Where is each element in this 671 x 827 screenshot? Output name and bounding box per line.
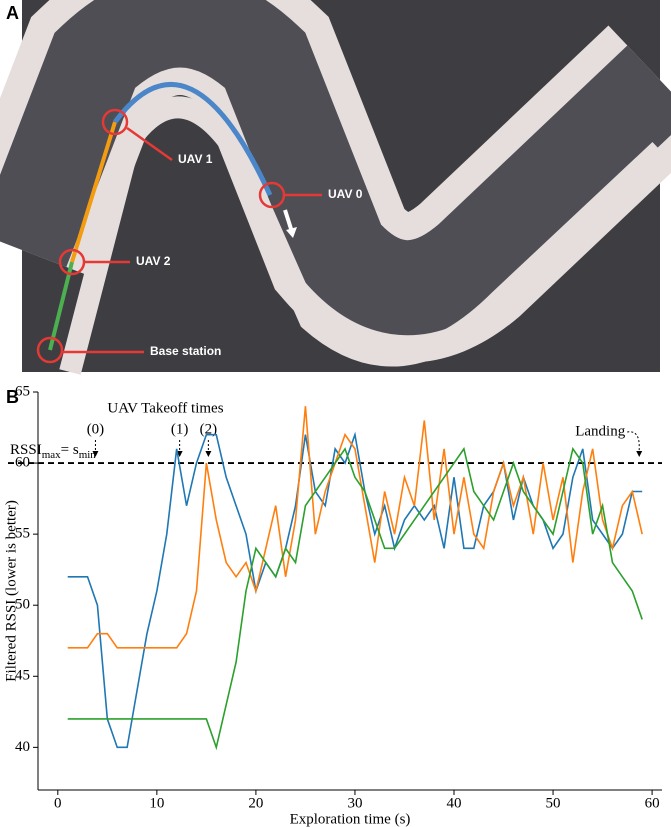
y-tick-label: 65: [15, 383, 30, 399]
callout: [126, 126, 173, 162]
event-arrow-head: [92, 451, 99, 457]
link-green: [48, 261, 74, 351]
photo-labels: UAV 1 UAV 0 UAV 2 Base station: [136, 152, 363, 358]
threshold-label-part: RSSI: [10, 443, 42, 459]
x-tick-label: 30: [347, 795, 362, 811]
uav1-marker: [101, 108, 129, 136]
arrow-head: [286, 227, 297, 238]
y-tick-label: 50: [15, 597, 30, 613]
event-label: Landing: [575, 423, 625, 439]
y-tick-label: 40: [15, 739, 30, 755]
track-floor: [0, 0, 671, 336]
x-tick-label: 60: [645, 795, 660, 811]
panel-label: A: [6, 3, 19, 23]
series-line: [67, 431, 643, 749]
link-blue: [112, 82, 273, 197]
uav-label: UAV 1: [178, 152, 213, 166]
x-tick-label: 10: [149, 795, 164, 811]
threshold-label-part: = s: [61, 443, 79, 459]
series-line: [67, 446, 643, 751]
link-orange: [70, 121, 117, 263]
direction-arrow: [283, 209, 294, 233]
event-label: (2): [200, 421, 218, 437]
event-label: (1): [171, 421, 189, 437]
y-axis-label: Filtered RSSI (lower is better): [3, 500, 19, 682]
event-label: (0): [87, 421, 105, 437]
x-tick-label: 50: [546, 795, 561, 811]
y-tick-label: 55: [15, 526, 30, 542]
event-arrow-head: [176, 451, 183, 457]
photo: UAV 1 UAV 0 UAV 2 Base station A: [0, 0, 671, 375]
uav-label: Base station: [150, 344, 221, 358]
panel-label: B: [6, 387, 19, 407]
uav-label: UAV 0: [328, 187, 363, 201]
x-tick-label: 40: [447, 795, 462, 811]
x-axis-label: Exploration time (s): [290, 811, 411, 827]
uav-label: UAV 2: [136, 254, 171, 268]
events-title: UAV Takeoff times: [107, 400, 223, 416]
threshold-label-part: max: [42, 449, 61, 461]
threshold-label-part: min: [79, 449, 97, 461]
uav-markers: [36, 108, 322, 364]
base-marker: [36, 336, 64, 364]
event-arrow-head: [205, 451, 212, 457]
x-tick-label: 0: [54, 795, 62, 811]
y-tick-label: 45: [15, 668, 30, 684]
x-tick-label: 20: [248, 795, 263, 811]
track-inner: [59, 96, 668, 375]
series-line: [67, 406, 643, 649]
event-arrow-head: [636, 451, 643, 457]
threshold-label: RSSImax= smin: [10, 443, 96, 461]
event-arrow: [627, 431, 640, 452]
